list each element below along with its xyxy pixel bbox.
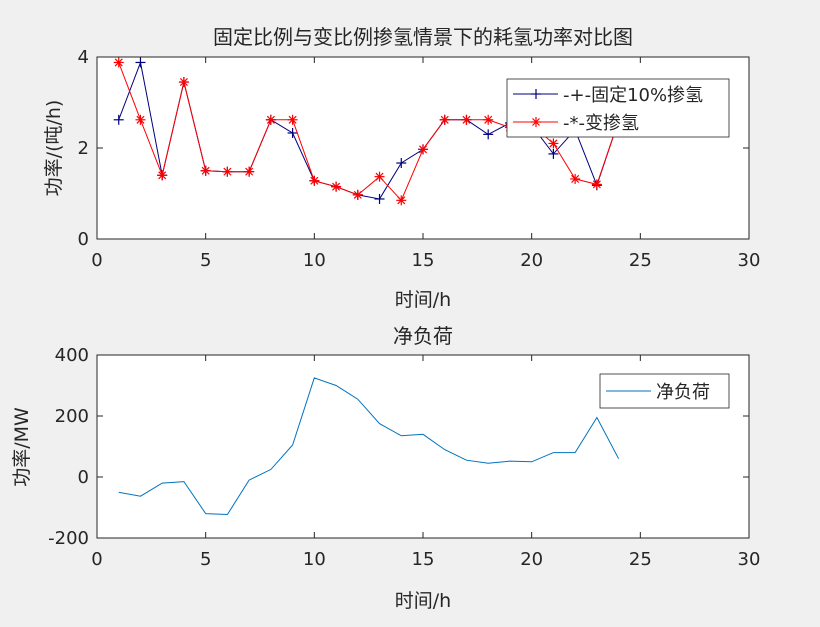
x-tick-label: 10 xyxy=(303,549,326,570)
series-layer-bottom xyxy=(118,377,620,516)
x-tick-label: 30 xyxy=(738,250,761,271)
data-point-top-1 xyxy=(222,166,233,177)
data-point-top-1 xyxy=(157,170,168,181)
data-point-top-1 xyxy=(331,181,342,192)
tick-layer-top: 0 5 10 15 20 25 30 0 2 4 xyxy=(78,47,761,271)
data-point-top-1 xyxy=(396,195,407,206)
data-point-top-1 xyxy=(418,144,428,155)
legend-marker-asterisk-icon xyxy=(531,117,541,127)
data-point-top-1 xyxy=(483,114,494,125)
axes-top: 0 5 10 15 20 25 30 0 2 4 固定比例与变比例掺氢情景下的耗氢功率对比图 时间… xyxy=(43,25,760,311)
series-layer-top xyxy=(113,57,624,206)
x-tick-label: 15 xyxy=(412,250,435,271)
data-point-top-1 xyxy=(461,114,472,125)
data-point-top-1 xyxy=(439,114,450,125)
legend-label-variable: -*-变掺氢 xyxy=(563,113,639,134)
data-point-top-1 xyxy=(178,77,189,88)
data-point-top-1 xyxy=(113,57,124,68)
y-tick-label: 0 xyxy=(78,467,89,488)
x-tick-label: 25 xyxy=(629,250,652,271)
x-tick-label: 25 xyxy=(629,549,652,570)
x-tick-label: 0 xyxy=(91,250,102,271)
data-point-top-0 xyxy=(548,148,559,159)
x-tick-label: 20 xyxy=(520,549,543,570)
data-point-top-0 xyxy=(287,127,298,138)
data-point-top-1 xyxy=(374,171,385,182)
legend-box-top xyxy=(506,78,730,138)
y-tick-label: -200 xyxy=(48,528,89,549)
y-tick-label: 4 xyxy=(78,47,89,68)
y-axis-label-bottom: 功率/MW xyxy=(11,407,33,487)
data-point-top-0 xyxy=(374,193,385,204)
data-point-top-1 xyxy=(591,179,602,190)
data-point-top-1 xyxy=(200,165,211,176)
y-tick-label: 200 xyxy=(55,406,89,427)
legend-bottom: 净负荷 xyxy=(599,373,730,409)
data-point-top-0 xyxy=(396,158,407,169)
data-point-top-0 xyxy=(483,129,494,140)
x-tick-label: 30 xyxy=(738,549,761,570)
y-tick-label: 400 xyxy=(55,345,89,366)
data-point-top-1 xyxy=(548,138,559,149)
legend-label-fixed: -+-固定10%掺氢 xyxy=(563,85,703,106)
x-tick-label: 5 xyxy=(200,250,211,271)
x-tick-label: 10 xyxy=(303,250,326,271)
chart-title-top: 固定比例与变比例掺氢情景下的耗氢功率对比图 xyxy=(213,25,633,49)
legend-label-netload: 净负荷 xyxy=(656,382,710,403)
x-tick-label: 0 xyxy=(91,549,102,570)
y-axis-label-top: 功率/(吨/h) xyxy=(43,100,65,197)
data-point-top-1 xyxy=(570,173,581,184)
legend-marker-plus-icon xyxy=(531,89,541,99)
data-point-top-1 xyxy=(352,189,363,200)
x-axis-label-bottom: 时间/h xyxy=(395,590,451,612)
y-tick-label: 2 xyxy=(78,138,89,159)
data-point-top-1 xyxy=(265,114,276,125)
data-point-top-0 xyxy=(113,114,124,125)
legend-top: -+-固定10%掺氢 -*-变掺氢 xyxy=(506,78,730,138)
x-tick-label: 20 xyxy=(520,250,543,271)
data-point-top-1 xyxy=(244,166,255,177)
data-point-top-1 xyxy=(135,114,146,125)
series-line-bottom-0 xyxy=(118,377,620,516)
y-tick-label: 0 xyxy=(78,229,89,250)
x-tick-label: 15 xyxy=(412,549,435,570)
x-axis-label-top: 时间/h xyxy=(395,289,451,311)
data-point-top-1 xyxy=(287,114,298,125)
data-point-top-0 xyxy=(135,57,146,68)
x-tick-label: 5 xyxy=(200,549,211,570)
chart-title-bottom: 净负荷 xyxy=(393,324,453,348)
data-point-top-1 xyxy=(309,175,320,186)
